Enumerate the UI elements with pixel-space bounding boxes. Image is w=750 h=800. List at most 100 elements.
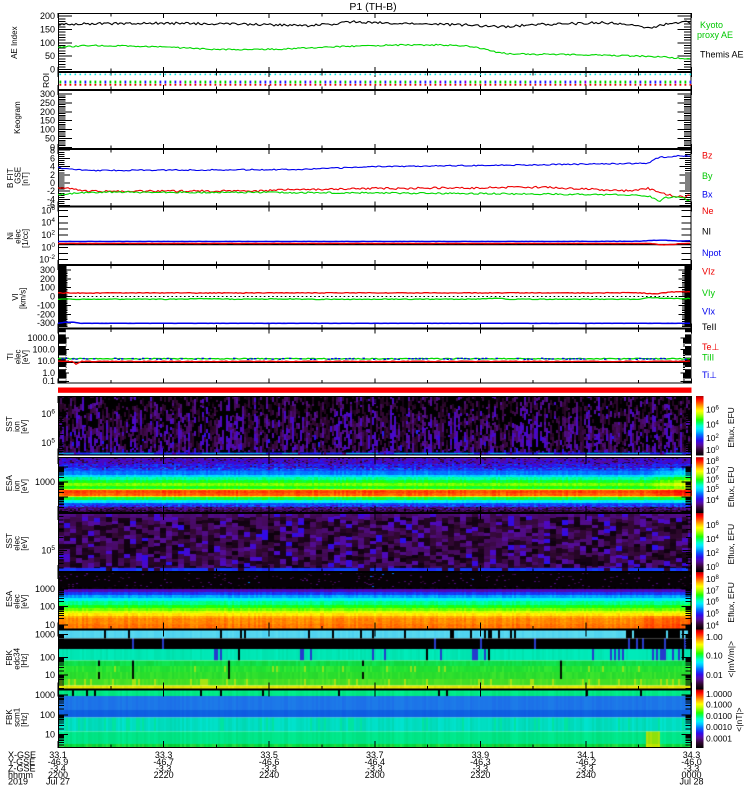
svg-text:-6: -6 <box>47 200 55 210</box>
svg-text:[eV]: [eV] <box>20 420 29 434</box>
svg-text:10: 10 <box>45 670 55 680</box>
svg-text:TI: TI <box>6 353 15 360</box>
svg-text:-3.3: -3.3 <box>578 763 594 773</box>
svg-text:-46.6: -46.6 <box>259 757 280 767</box>
svg-text:102: 102 <box>706 433 719 443</box>
svg-text:Eflux, EFU: Eflux, EFU <box>726 407 736 448</box>
svg-text:1000: 1000 <box>35 690 55 700</box>
svg-text:VIz: VIz <box>702 266 716 276</box>
svg-text:[Hz]: [Hz] <box>20 713 29 727</box>
svg-text:Themis AE: Themis AE <box>700 50 744 60</box>
svg-text:Eflux, EFU: Eflux, EFU <box>726 467 736 508</box>
svg-text:-200: -200 <box>37 309 55 319</box>
svg-text:Y-GSE: Y-GSE <box>8 757 35 767</box>
svg-text:Z-GSE: Z-GSE <box>8 763 36 773</box>
svg-text:[eV]: [eV] <box>20 536 29 550</box>
svg-text:-100: -100 <box>37 300 55 310</box>
svg-text:<|nT|>: <|nT|> <box>734 707 744 731</box>
svg-text:proxy AE: proxy AE <box>697 30 733 40</box>
svg-text:105: 105 <box>41 545 55 556</box>
svg-text:6: 6 <box>50 153 55 163</box>
svg-text:SST: SST <box>5 416 14 432</box>
svg-text:107: 107 <box>706 466 719 476</box>
svg-text:250: 250 <box>40 98 55 108</box>
svg-text:100: 100 <box>40 601 55 611</box>
svg-text:34.3: 34.3 <box>683 750 701 760</box>
svg-text:34.1: 34.1 <box>577 750 595 760</box>
svg-text:ion: ion <box>13 480 22 491</box>
svg-text:104: 104 <box>706 495 719 505</box>
svg-text:0: 0 <box>50 142 55 152</box>
svg-text:10: 10 <box>45 730 55 740</box>
svg-text:elec: elec <box>14 229 23 244</box>
svg-text:106: 106 <box>706 597 719 607</box>
svg-text:-3.3: -3.3 <box>261 763 277 773</box>
svg-text:-2: -2 <box>47 186 55 196</box>
svg-text:ESA: ESA <box>5 590 14 607</box>
svg-text:10: 10 <box>45 620 55 630</box>
svg-text:Eflux, EFU: Eflux, EFU <box>726 524 736 565</box>
svg-text:[eV]: [eV] <box>20 595 29 609</box>
svg-text:300: 300 <box>40 265 55 275</box>
svg-text:B FIT: B FIT <box>6 168 15 188</box>
svg-text:1000: 1000 <box>35 584 55 594</box>
svg-text:ROI: ROI <box>41 73 51 88</box>
svg-text:[nT]: [nT] <box>21 172 30 186</box>
svg-text:ion: ion <box>13 421 22 432</box>
svg-text:1.00: 1.00 <box>706 632 723 642</box>
svg-text:100: 100 <box>40 125 55 135</box>
svg-text:Bz: Bz <box>702 151 713 161</box>
svg-text:0: 0 <box>50 65 55 75</box>
svg-text:100: 100 <box>40 38 55 48</box>
svg-text:0.0001: 0.0001 <box>706 734 732 744</box>
svg-text:108: 108 <box>706 574 719 584</box>
svg-text:1000.0: 1000.0 <box>27 333 55 343</box>
svg-text:33.7: 33.7 <box>366 750 384 760</box>
svg-text:2240: 2240 <box>259 770 279 780</box>
svg-text:NI: NI <box>702 227 711 237</box>
svg-text:X-GSE: X-GSE <box>8 750 36 760</box>
svg-text:Ti⊥: Ti⊥ <box>702 370 717 380</box>
svg-text:105: 105 <box>41 438 55 449</box>
svg-text:106: 106 <box>706 475 719 485</box>
svg-text:200: 200 <box>40 274 55 284</box>
svg-text:2019: 2019 <box>8 777 28 787</box>
svg-text:-4: -4 <box>47 194 55 204</box>
svg-text:102: 102 <box>41 229 55 240</box>
svg-text:108: 108 <box>706 456 719 466</box>
svg-text:0.1: 0.1 <box>42 376 55 386</box>
svg-text:Eflux, EFU: Eflux, EFU <box>726 582 736 623</box>
svg-text:104: 104 <box>706 420 719 430</box>
svg-text:Npot: Npot <box>702 248 722 258</box>
svg-text:-3.4: -3.4 <box>50 763 66 773</box>
svg-text:0: 0 <box>50 178 55 188</box>
svg-text:hhmm: hhmm <box>8 770 33 780</box>
svg-text:102: 102 <box>706 548 719 558</box>
svg-text:300: 300 <box>40 89 55 99</box>
svg-text:-46.3: -46.3 <box>470 757 491 767</box>
svg-text:50: 50 <box>45 134 55 144</box>
svg-text:-46.7: -46.7 <box>153 757 174 767</box>
svg-text:0.10: 0.10 <box>706 651 723 661</box>
svg-text:106: 106 <box>706 405 719 415</box>
svg-text:2: 2 <box>50 170 55 180</box>
svg-text:-3.3: -3.3 <box>156 763 172 773</box>
svg-text:100: 100 <box>40 653 55 663</box>
svg-text:-3.3: -3.3 <box>367 763 383 773</box>
svg-text:FBK: FBK <box>5 649 14 665</box>
svg-text:104: 104 <box>706 534 719 544</box>
svg-text:By: By <box>702 171 713 181</box>
svg-text:4: 4 <box>50 162 55 172</box>
svg-text:100: 100 <box>706 562 719 572</box>
svg-text:2340: 2340 <box>576 770 596 780</box>
svg-text:SST: SST <box>5 533 14 549</box>
svg-text:0.0010: 0.0010 <box>706 722 732 732</box>
svg-text:33.1: 33.1 <box>49 750 67 760</box>
svg-text:Jul 28: Jul 28 <box>679 777 703 787</box>
svg-text:10.0: 10.0 <box>37 356 55 366</box>
svg-text:Bx: Bx <box>702 190 713 200</box>
svg-text:200: 200 <box>40 107 55 117</box>
svg-text:2320: 2320 <box>470 770 490 780</box>
svg-text:-300: -300 <box>37 318 55 328</box>
svg-text:[Hz]: [Hz] <box>20 653 29 667</box>
